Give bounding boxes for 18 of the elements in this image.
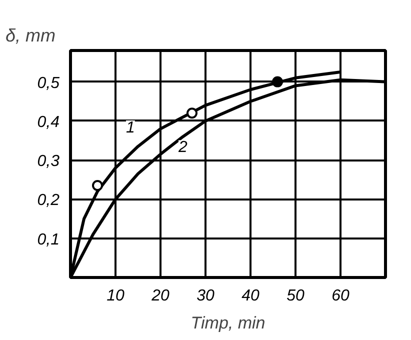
x-tick-label: 20 [150,288,170,304]
y-tick-label: 0,4 [37,114,60,131]
point [272,76,283,88]
x-tick-label: 10 [106,288,124,304]
x-tick-label: 60 [332,288,350,304]
series-label: 2 [178,139,188,156]
x-tick-label: 50 [286,288,304,304]
series-label: 1 [126,119,135,136]
y-tick-label: 0,2 [37,192,60,210]
y-tick-label: 0,3 [37,153,60,170]
x-axis-title: Timp, min [190,314,266,332]
point [186,108,198,119]
x-tick-label: 30 [196,288,214,304]
y-tick-label: 0,1 [37,231,60,248]
y-tick-label: 0,5 [37,74,60,92]
point [92,180,103,192]
y-axis-title: δ, mm [6,26,56,46]
x-tick-label: 40 [242,288,260,304]
